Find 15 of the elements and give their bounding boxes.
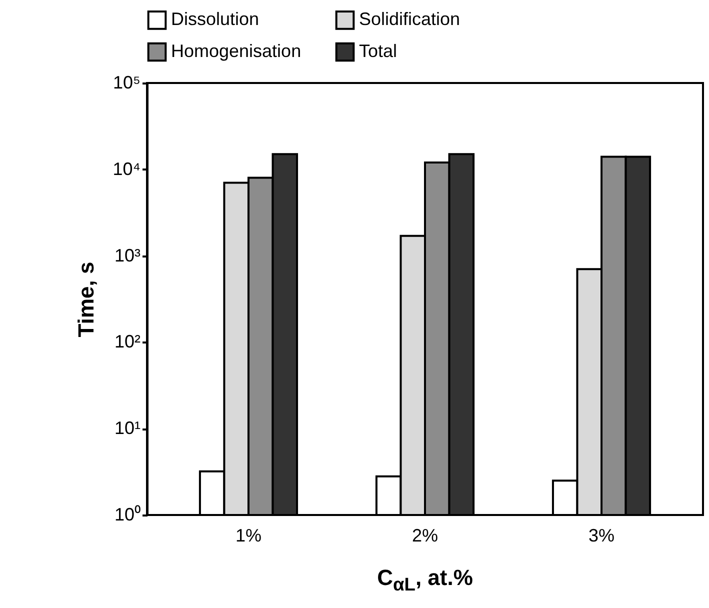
legend-label: Dissolution [171, 9, 260, 30]
y-tick-label: 10² [114, 332, 141, 352]
legend-label: Total [359, 41, 398, 61]
y-tick-label: 10¹ [114, 418, 141, 438]
y-tick-label: 10⁰ [114, 504, 140, 524]
legend-label: Solidification [359, 9, 460, 30]
y-tick-label: 10⁴ [112, 158, 140, 179]
legend-label: Homogenisation [171, 41, 302, 61]
x-tick-label: 2% [412, 526, 438, 546]
y-tick-label: 10³ [114, 245, 141, 266]
x-tick-label: 1% [235, 526, 262, 546]
x-axis-title: C$_{αL}$, at.% [376, 565, 474, 596]
y-tick-label: 10⁵ [113, 72, 140, 92]
x-tick-label: 3% [588, 526, 615, 546]
y-axis-title: Time, s [74, 262, 99, 338]
